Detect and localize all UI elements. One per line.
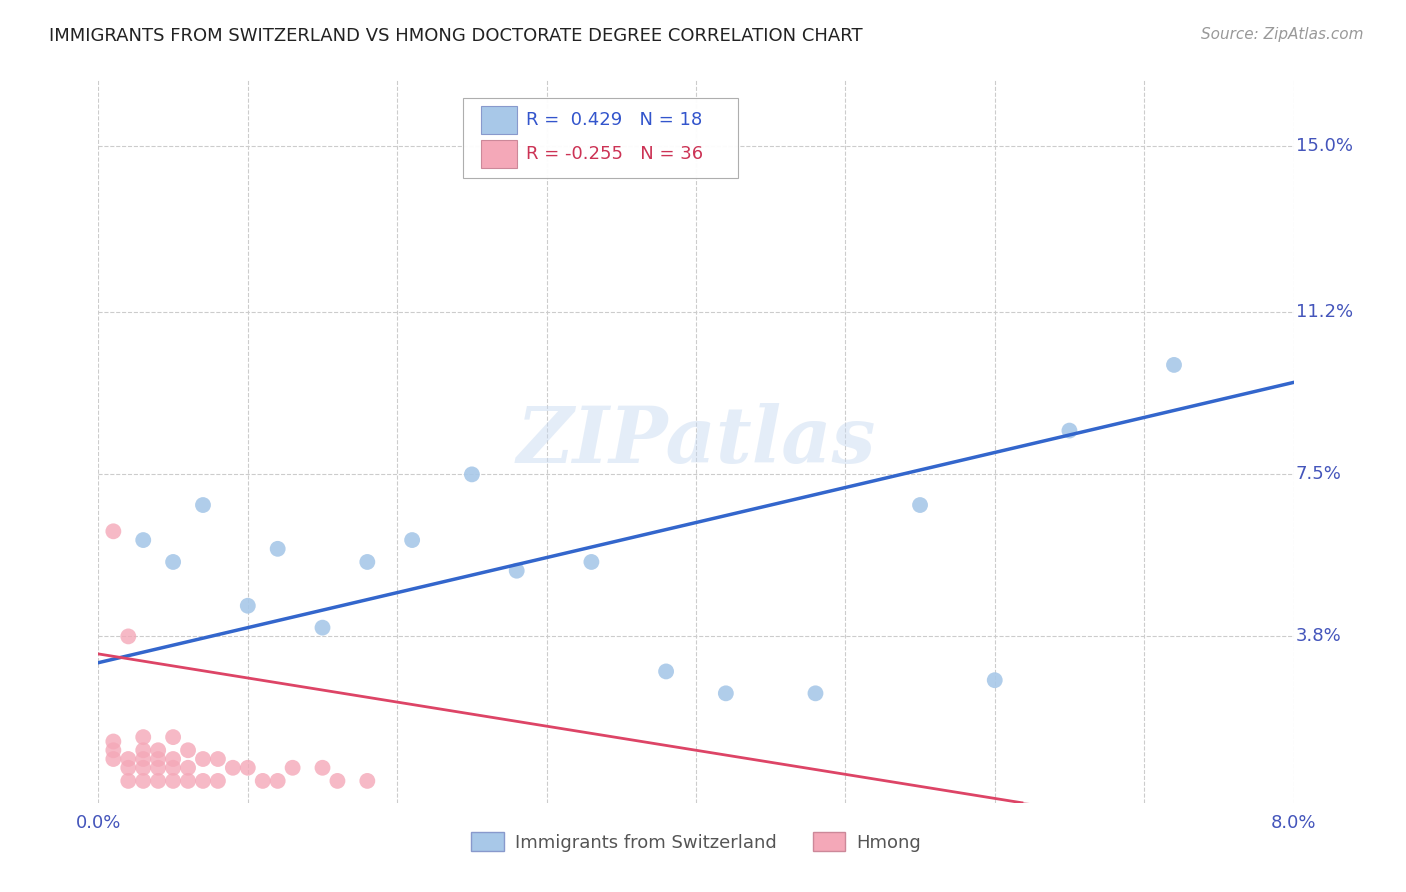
Point [311, 761, 333, 775]
Point [117, 761, 139, 775]
Point [191, 752, 214, 766]
Text: ZIPatlas: ZIPatlas [516, 403, 876, 480]
Point [252, 773, 274, 788]
Point [1163, 358, 1185, 372]
Point [311, 621, 333, 635]
Point [222, 761, 245, 775]
Point [162, 752, 184, 766]
Point [103, 752, 125, 766]
Point [103, 524, 125, 539]
Point [236, 761, 259, 775]
Point [148, 752, 170, 766]
Point [177, 743, 200, 757]
Point [236, 599, 259, 613]
Text: 3.8%: 3.8% [1296, 627, 1341, 646]
Text: 15.0%: 15.0% [1296, 137, 1353, 155]
Point [655, 665, 678, 679]
Point [162, 730, 184, 744]
Point [162, 555, 184, 569]
Text: 7.5%: 7.5% [1296, 466, 1341, 483]
Point [132, 761, 155, 775]
Point [177, 761, 200, 775]
Point [117, 752, 139, 766]
Point [148, 743, 170, 757]
Text: R =  0.429   N = 18: R = 0.429 N = 18 [526, 111, 703, 129]
Point [117, 773, 139, 788]
Legend: Immigrants from Switzerland, Hmong: Immigrants from Switzerland, Hmong [464, 825, 928, 859]
Point [148, 773, 170, 788]
Point [103, 743, 125, 757]
Point [581, 555, 603, 569]
Point [132, 730, 155, 744]
Point [908, 498, 931, 512]
Point [117, 629, 139, 643]
Point [356, 773, 378, 788]
Point [356, 555, 378, 569]
Point [207, 773, 229, 788]
Point [281, 761, 304, 775]
Point [267, 773, 290, 788]
Bar [481, 105, 517, 135]
Point [103, 734, 125, 748]
Point [461, 467, 484, 482]
Text: Source: ZipAtlas.com: Source: ZipAtlas.com [1201, 27, 1364, 42]
Point [506, 564, 529, 578]
Point [804, 686, 827, 700]
Point [191, 498, 214, 512]
Point [132, 743, 155, 757]
Point [984, 673, 1007, 688]
Bar [481, 139, 517, 169]
Text: IMMIGRANTS FROM SWITZERLAND VS HMONG DOCTORATE DEGREE CORRELATION CHART: IMMIGRANTS FROM SWITZERLAND VS HMONG DOC… [49, 27, 863, 45]
Point [401, 533, 423, 547]
FancyBboxPatch shape [463, 98, 738, 178]
Point [162, 773, 184, 788]
Text: 11.2%: 11.2% [1296, 303, 1353, 321]
Point [162, 761, 184, 775]
Point [177, 773, 200, 788]
Point [1059, 424, 1081, 438]
Point [132, 773, 155, 788]
Text: R = -0.255   N = 36: R = -0.255 N = 36 [526, 145, 703, 163]
Point [207, 752, 229, 766]
Point [714, 686, 737, 700]
Point [132, 533, 155, 547]
Point [267, 541, 290, 556]
Point [326, 773, 349, 788]
Point [132, 752, 155, 766]
Point [148, 761, 170, 775]
Point [191, 773, 214, 788]
